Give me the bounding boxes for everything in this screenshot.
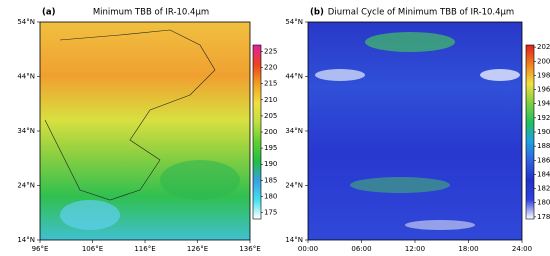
y-tick-label: 24°N	[17, 182, 35, 190]
y-tick-label: 24°N	[285, 182, 303, 190]
colorbar-tick-label: 195	[264, 144, 277, 152]
chart-title: Minimum TBB of IR-10.4μm	[93, 8, 209, 18]
field-texture	[365, 32, 455, 52]
y-tick-label: 54°N	[17, 18, 35, 26]
field-texture	[405, 220, 475, 230]
x-tick-label: 106°E	[82, 245, 103, 253]
colorbar-tick-label: 184	[537, 170, 550, 178]
y-tick-label: 34°N	[17, 127, 35, 135]
field-texture	[60, 200, 120, 230]
x-tick-label: 18:00	[458, 245, 478, 253]
x-tick-label: 126°E	[187, 245, 208, 253]
x-tick-label: 96°E	[32, 245, 49, 253]
colorbar-tick-label: 194	[537, 100, 550, 108]
y-tick-label: 44°N	[17, 73, 35, 81]
colorbar-tick-label: 200	[537, 57, 550, 65]
colorbar-tick-label: 225	[264, 47, 277, 55]
colorbar-tick-label: 215	[264, 80, 277, 88]
colorbar-tick-label: 190	[537, 128, 550, 136]
colorbar-tick-label: 210	[264, 96, 277, 104]
y-tick-label: 34°N	[285, 127, 303, 135]
x-tick-label: 12:00	[405, 245, 425, 253]
colorbar-tick-label: 198	[537, 71, 550, 79]
field-texture	[160, 160, 240, 200]
colorbar-tick-label: 188	[537, 142, 550, 150]
colorbar-tick-label: 186	[537, 156, 550, 164]
y-tick-label: 44°N	[285, 73, 303, 81]
colorbar-tick-label: 178	[537, 213, 550, 221]
x-tick-label: 24:00	[512, 245, 532, 253]
x-tick-label: 06:00	[351, 245, 371, 253]
y-tick-label: 14°N	[17, 236, 35, 244]
colorbar-tick-label: 196	[537, 86, 550, 94]
panel-label: (a)	[42, 8, 56, 18]
border-lines	[44, 29, 216, 201]
colorbar-tick-label: 182	[537, 185, 550, 193]
colorbar-tick-label: 220	[264, 64, 277, 72]
colorbar-tick-label: 180	[537, 199, 550, 207]
field-texture	[350, 177, 450, 193]
chart-title: Diurnal Cycle of Minimum TBB of IR-10.4μ…	[328, 8, 514, 18]
colorbar-tick-label: 180	[264, 192, 277, 200]
panel-label: (b)	[310, 8, 324, 18]
field-texture	[315, 69, 365, 81]
x-tick-label: 136°E	[239, 245, 260, 253]
colorbar	[252, 44, 262, 220]
field-texture	[480, 69, 520, 81]
colorbar-tick-label: 202	[537, 43, 550, 51]
colorbar	[525, 44, 535, 220]
colorbar-tick-label: 200	[264, 128, 277, 136]
colorbar-tick-label: 175	[264, 209, 277, 217]
field-image	[308, 22, 522, 240]
colorbar-tick-label: 192	[537, 114, 550, 122]
colorbar-tick-label: 190	[264, 160, 277, 168]
y-tick-label: 54°N	[285, 18, 303, 26]
colorbar-tick-label: 205	[264, 112, 277, 120]
colorbar-tick-label: 185	[264, 176, 277, 184]
x-tick-label: 116°E	[134, 245, 155, 253]
x-tick-label: 00:00	[298, 245, 318, 253]
y-tick-label: 14°N	[285, 236, 303, 244]
